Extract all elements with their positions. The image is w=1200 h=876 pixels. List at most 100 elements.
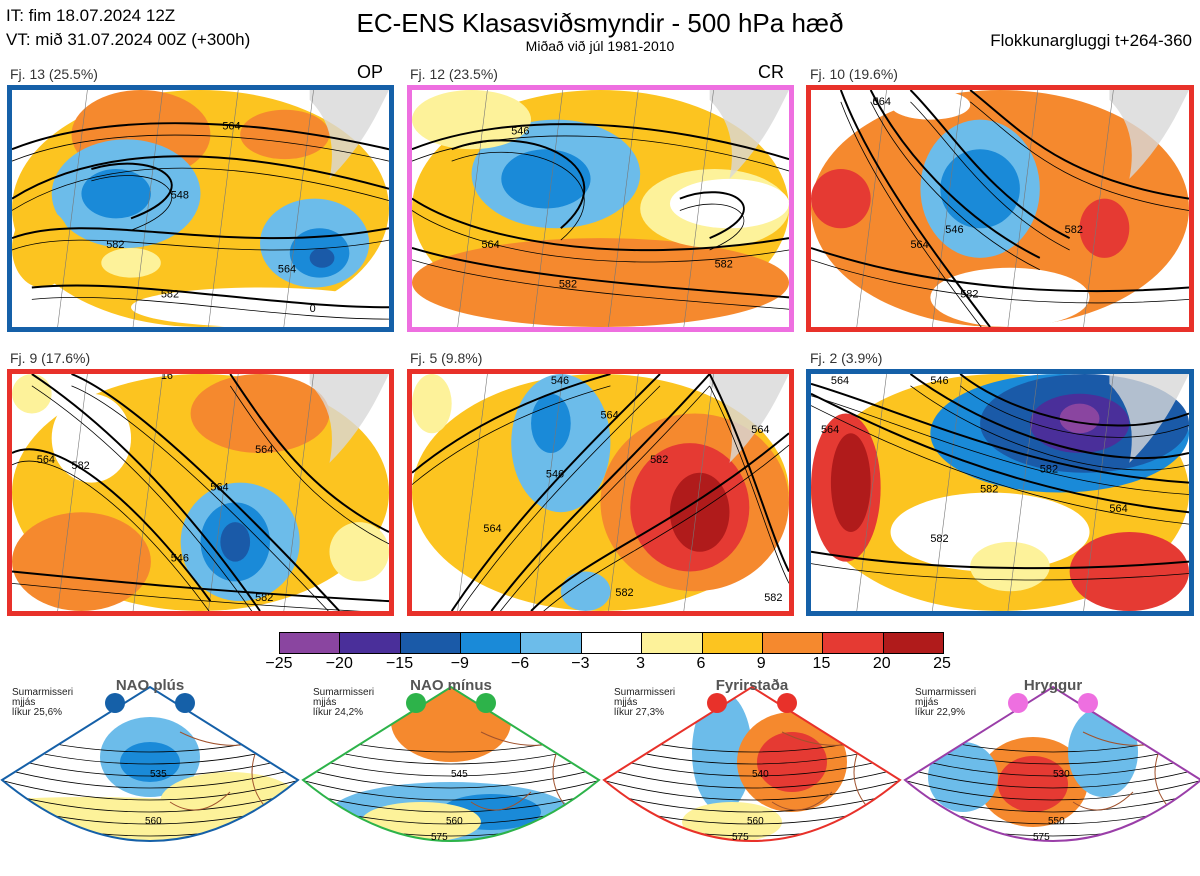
colorbar-swatch xyxy=(883,633,943,653)
anomaly-field-map: 564 546 564 582 582 0 xyxy=(811,90,1189,327)
anomaly-shading xyxy=(669,178,789,229)
height-contour xyxy=(303,767,599,789)
contour-label: 535 xyxy=(150,769,167,780)
regime-marker-dot xyxy=(1078,693,1098,713)
panel-label: Fj. 2 (3.9%) xyxy=(810,350,883,366)
anomaly-shading xyxy=(12,512,151,611)
anomaly-shading xyxy=(1068,707,1138,797)
colorbar-swatch xyxy=(521,633,582,653)
anomaly-shading xyxy=(131,287,389,327)
height-contour xyxy=(31,296,389,320)
anomaly-shading xyxy=(1059,403,1100,434)
regime-row: 535 560 NAO plús Sumarmisseri mjjás líkur 2… xyxy=(0,672,1200,871)
height-contour xyxy=(679,203,745,251)
graticule xyxy=(132,374,164,611)
contour-label: 582 xyxy=(650,454,668,466)
regime-marker-dot xyxy=(1008,693,1028,713)
regime-probability-note: Sumarmisseri mjjás líkur 24,2% xyxy=(313,687,375,718)
graticule xyxy=(932,374,963,611)
contour-label: 582 xyxy=(960,288,978,300)
height-contour xyxy=(31,374,261,611)
height-contour xyxy=(71,374,341,611)
regime-fan-border xyxy=(602,685,902,842)
height-contour xyxy=(412,197,789,252)
climatology-subtitle: Miðað við júl 1981-2010 xyxy=(525,38,675,54)
anomaly-shading xyxy=(998,756,1068,812)
contour-label: 564 xyxy=(821,424,839,436)
height-contour xyxy=(840,101,982,327)
height-contour xyxy=(12,122,389,151)
height-contour xyxy=(811,405,1189,525)
colorbar-swatch xyxy=(581,633,643,653)
contour-label: 575 xyxy=(431,832,448,843)
anomaly-field-map: 564 546 564 582 582 564 16 xyxy=(12,374,389,611)
regime-probability-note: Sumarmisseri mjjás líkur 27,3% xyxy=(614,687,676,718)
contour-label: 575 xyxy=(732,832,749,843)
height-contour xyxy=(604,755,900,777)
contour-label: 564 xyxy=(222,121,240,133)
height-contour xyxy=(811,392,1189,514)
height-contour xyxy=(500,385,710,611)
anomaly-shading xyxy=(240,109,330,160)
anomaly-shading xyxy=(220,522,251,562)
colorbar-tick-label: 25 xyxy=(933,655,951,672)
regime-title: NAO plús xyxy=(115,677,185,694)
anomaly-shading xyxy=(811,169,871,229)
height-contour xyxy=(905,767,1200,789)
height-contour xyxy=(959,385,1189,438)
regime-fan-map: 535 560 xyxy=(0,685,300,842)
contour-label: 546 xyxy=(551,375,569,387)
graticule xyxy=(1083,90,1114,327)
cluster-map-panel: 546 564 582 582 xyxy=(407,85,794,332)
graticule xyxy=(1083,374,1114,611)
height-contour xyxy=(2,755,298,777)
height-contour xyxy=(811,382,1189,484)
graticule xyxy=(532,90,564,327)
graticule xyxy=(457,374,488,611)
contour-label: 540 xyxy=(752,769,769,780)
contour-label: 582 xyxy=(764,592,782,604)
height-contour xyxy=(12,227,389,240)
height-contour xyxy=(12,239,389,251)
anomaly-shading xyxy=(757,732,827,792)
graticule xyxy=(683,90,714,327)
height-contour xyxy=(303,779,599,801)
height-contour xyxy=(229,385,389,545)
cluster-map-panel: 564 548 582 564 582 0 xyxy=(7,85,394,332)
regime-fan-border xyxy=(0,685,300,842)
contour-label: 564 xyxy=(873,96,891,108)
contour-label: 564 xyxy=(255,444,273,456)
contour-label: 582 xyxy=(255,592,273,604)
anomaly-shading xyxy=(81,169,151,219)
contour-label: 582 xyxy=(615,587,633,599)
land-mask xyxy=(309,374,389,463)
panel-tag: CR xyxy=(758,62,784,82)
height-contour xyxy=(969,101,1189,211)
contour-label: 564 xyxy=(37,454,55,466)
graticule xyxy=(532,374,564,611)
panel-tag: OP xyxy=(357,62,384,82)
anomaly-shading xyxy=(890,90,971,120)
anomaly-shading xyxy=(412,238,789,327)
contour-label: 582 xyxy=(161,288,179,300)
anomaly-shading xyxy=(412,374,452,434)
regime-marker-dot xyxy=(476,693,496,713)
height-contour xyxy=(811,395,1189,495)
height-contour xyxy=(969,90,1189,200)
anomaly-field-map: 564 546 564 582 582 582 564 xyxy=(811,374,1189,611)
colorbar-swatch xyxy=(340,633,401,653)
colorbar-swatch xyxy=(461,633,522,653)
regime-marker-dot xyxy=(406,693,426,713)
colorbar-tick-label: −15 xyxy=(385,655,414,672)
height-contour xyxy=(412,210,789,263)
contour-label: 0 xyxy=(873,96,879,108)
contour-label: 546 xyxy=(930,375,948,387)
height-contour xyxy=(91,162,173,220)
height-contour xyxy=(679,191,745,240)
height-contour xyxy=(451,152,585,241)
colorbar-ticks: −25 −20 −15 −9 −6 −3 3 6 9 15 20 25 xyxy=(265,655,950,675)
height-contour xyxy=(91,175,172,231)
height-contour xyxy=(869,90,1041,259)
cluster-map-panel: 564 546 564 582 582 582 564 xyxy=(806,369,1194,616)
height-contour xyxy=(412,385,611,485)
